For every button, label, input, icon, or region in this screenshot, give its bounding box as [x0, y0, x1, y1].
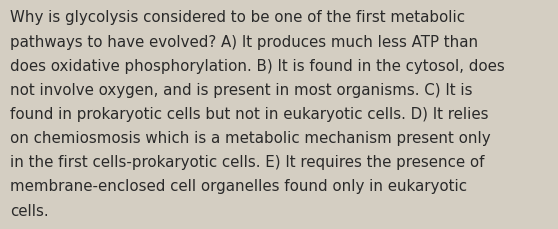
Text: in the first cells-prokaryotic cells. E) It requires the presence of: in the first cells-prokaryotic cells. E)…: [10, 155, 484, 169]
Text: cells.: cells.: [10, 203, 49, 218]
Text: Why is glycolysis considered to be one of the first metabolic: Why is glycolysis considered to be one o…: [10, 10, 465, 25]
Text: does oxidative phosphorylation. B) It is found in the cytosol, does: does oxidative phosphorylation. B) It is…: [10, 58, 505, 73]
Text: not involve oxygen, and is present in most organisms. C) It is: not involve oxygen, and is present in mo…: [10, 82, 473, 97]
Text: on chemiosmosis which is a metabolic mechanism present only: on chemiosmosis which is a metabolic mec…: [10, 131, 490, 145]
Text: membrane-enclosed cell organelles found only in eukaryotic: membrane-enclosed cell organelles found …: [10, 179, 467, 194]
Text: pathways to have evolved? A) It produces much less ATP than: pathways to have evolved? A) It produces…: [10, 34, 478, 49]
Text: found in prokaryotic cells but not in eukaryotic cells. D) It relies: found in prokaryotic cells but not in eu…: [10, 106, 489, 121]
